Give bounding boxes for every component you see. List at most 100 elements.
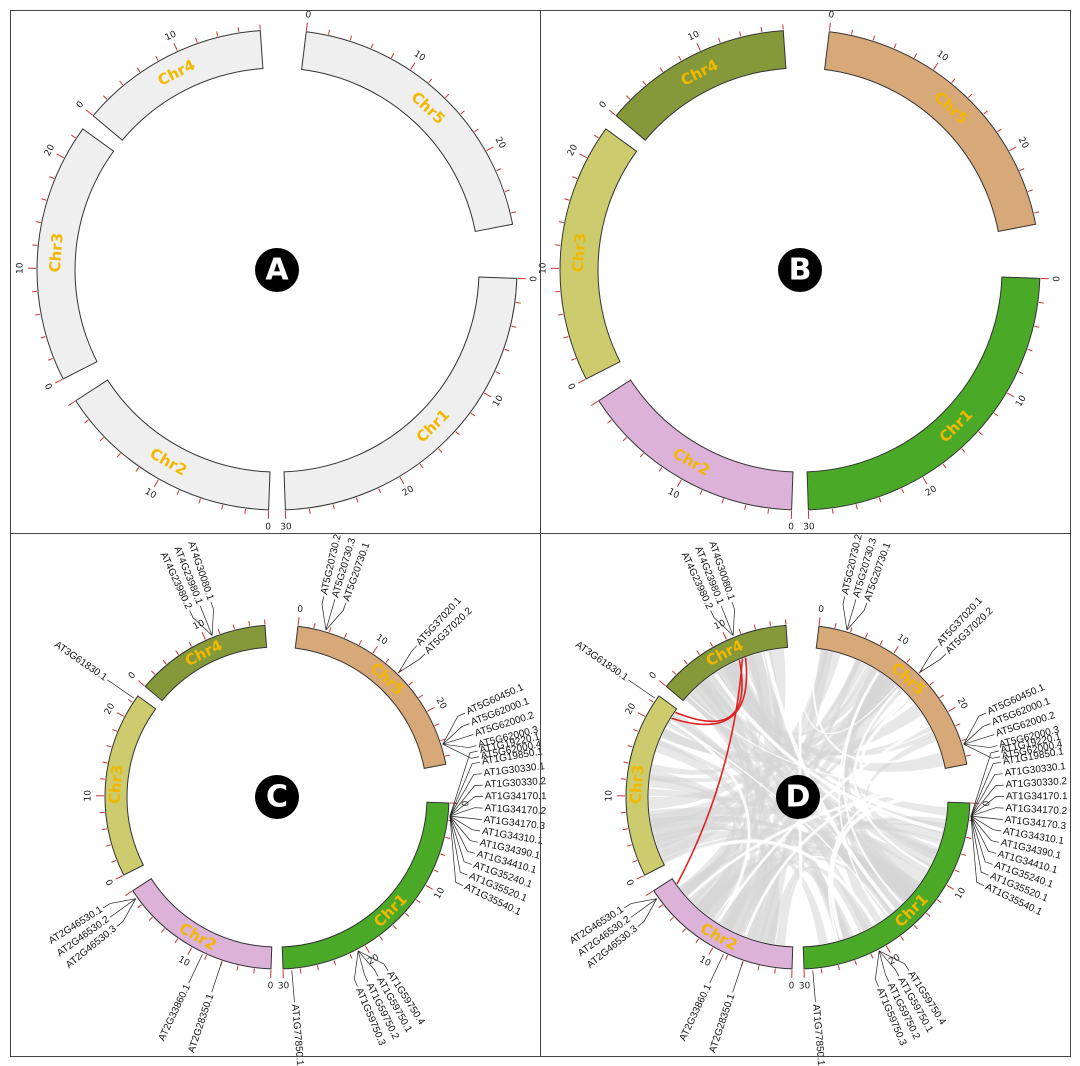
background-links xyxy=(649,648,947,946)
tick-mark xyxy=(563,336,569,339)
tick-mark xyxy=(893,646,899,654)
tick-mark xyxy=(47,357,53,361)
tick-mark xyxy=(385,658,390,663)
gene-leader-line xyxy=(846,602,868,631)
tick-mark xyxy=(683,659,688,665)
tick-label: 10 xyxy=(713,618,728,632)
tick-mark xyxy=(349,953,353,959)
link-gap xyxy=(812,649,940,764)
tick-label: 0 xyxy=(1052,276,1062,282)
gene-leader-line xyxy=(963,743,1001,759)
tick-mark xyxy=(329,627,332,633)
tick-mark xyxy=(837,965,840,971)
tick-mark xyxy=(946,884,954,890)
tick-mark xyxy=(709,641,714,647)
link-gap xyxy=(714,673,943,832)
background-link xyxy=(742,657,919,896)
tick-mark xyxy=(32,244,38,246)
tick-mark xyxy=(433,869,439,873)
gene-leader-line xyxy=(970,816,989,876)
tick-mark xyxy=(577,378,586,384)
tick-mark xyxy=(555,244,561,246)
tick-mark xyxy=(445,836,451,839)
chromosome-chr3 xyxy=(559,128,638,380)
background-link xyxy=(714,851,910,929)
tick-label: 20 xyxy=(624,701,638,716)
tick-mark xyxy=(85,109,93,116)
gene-label: AT1G34170.2 xyxy=(484,803,546,817)
gene-leader-line xyxy=(637,898,658,927)
tick-label: 10 xyxy=(15,262,25,274)
gene-leader-line xyxy=(970,815,993,865)
gene-leader-line xyxy=(291,970,295,1003)
panel-frame xyxy=(10,10,1071,1057)
tick-mark xyxy=(440,738,446,742)
tick-mark xyxy=(636,875,645,880)
gene-label: AT1G34170.1 xyxy=(1006,791,1068,802)
tick-mark xyxy=(137,904,142,909)
tick-mark xyxy=(936,899,942,904)
gene-leader-line xyxy=(357,950,369,982)
gene-leader-line xyxy=(103,898,136,909)
tick-mark xyxy=(637,712,646,717)
gene-leader-line xyxy=(449,815,476,854)
gene-leader-line xyxy=(630,898,657,918)
tick-mark xyxy=(1034,211,1040,214)
tick-mark xyxy=(71,134,76,139)
tick-label: 0 xyxy=(788,522,794,532)
tick-mark xyxy=(1007,392,1015,398)
gene-leader-line xyxy=(109,898,136,918)
gene-leader-line xyxy=(449,816,464,887)
gene-leader-line xyxy=(875,950,880,987)
tick-label: 0 xyxy=(788,981,794,991)
tick-mark xyxy=(760,27,763,33)
tick-mark xyxy=(774,968,776,974)
tick-mark xyxy=(738,628,742,634)
tick-label: 30 xyxy=(280,522,292,532)
panel-a: 0102030Chr1010Chr201020Chr3010Chr401020C… xyxy=(15,10,539,532)
tick-mark xyxy=(217,628,221,634)
tick-label: 0 xyxy=(297,605,304,616)
tick-mark xyxy=(633,728,639,732)
tick-label: 0 xyxy=(648,670,660,681)
gene-leader-line xyxy=(449,761,481,817)
chromosome-chr5 xyxy=(815,625,968,769)
tick-mark xyxy=(112,728,118,732)
tick-mark xyxy=(722,632,727,640)
tick-mark xyxy=(820,968,823,974)
tick-label: 10 xyxy=(604,790,614,802)
tick-label: 10 xyxy=(164,29,179,43)
tick-mark xyxy=(364,945,370,953)
tick-mark xyxy=(879,640,883,645)
gene-leader-line xyxy=(710,610,734,636)
tick-mark xyxy=(253,968,255,974)
background-link xyxy=(655,740,769,942)
chromosome-chr3 xyxy=(625,695,678,876)
tick-mark xyxy=(725,954,729,960)
tick-mark xyxy=(470,412,476,417)
tick-label: 20 xyxy=(103,701,117,716)
gene-leader-line xyxy=(970,815,997,854)
gene-leader-line xyxy=(325,599,336,631)
background-link xyxy=(680,670,890,897)
gene-leader-line xyxy=(442,712,466,745)
tick-mark xyxy=(84,419,89,424)
gene-label: AT1G30330.2 xyxy=(484,776,546,791)
tick-mark xyxy=(102,761,108,764)
tick-mark xyxy=(696,650,701,655)
tick-mark xyxy=(127,698,133,703)
tick-mark xyxy=(344,632,348,638)
tick-mark xyxy=(418,694,424,699)
link-gap xyxy=(687,786,946,898)
chromosome-chr5 xyxy=(294,625,447,769)
tick-mark xyxy=(308,508,311,514)
tick-mark xyxy=(744,504,747,510)
gene-leader-line xyxy=(449,796,484,817)
background-link xyxy=(728,818,945,935)
tick-mark xyxy=(148,916,153,922)
gene-leader-line xyxy=(321,596,327,631)
tick-mark xyxy=(399,477,405,485)
gene-leader-line xyxy=(449,815,479,843)
tick-mark xyxy=(201,632,206,640)
